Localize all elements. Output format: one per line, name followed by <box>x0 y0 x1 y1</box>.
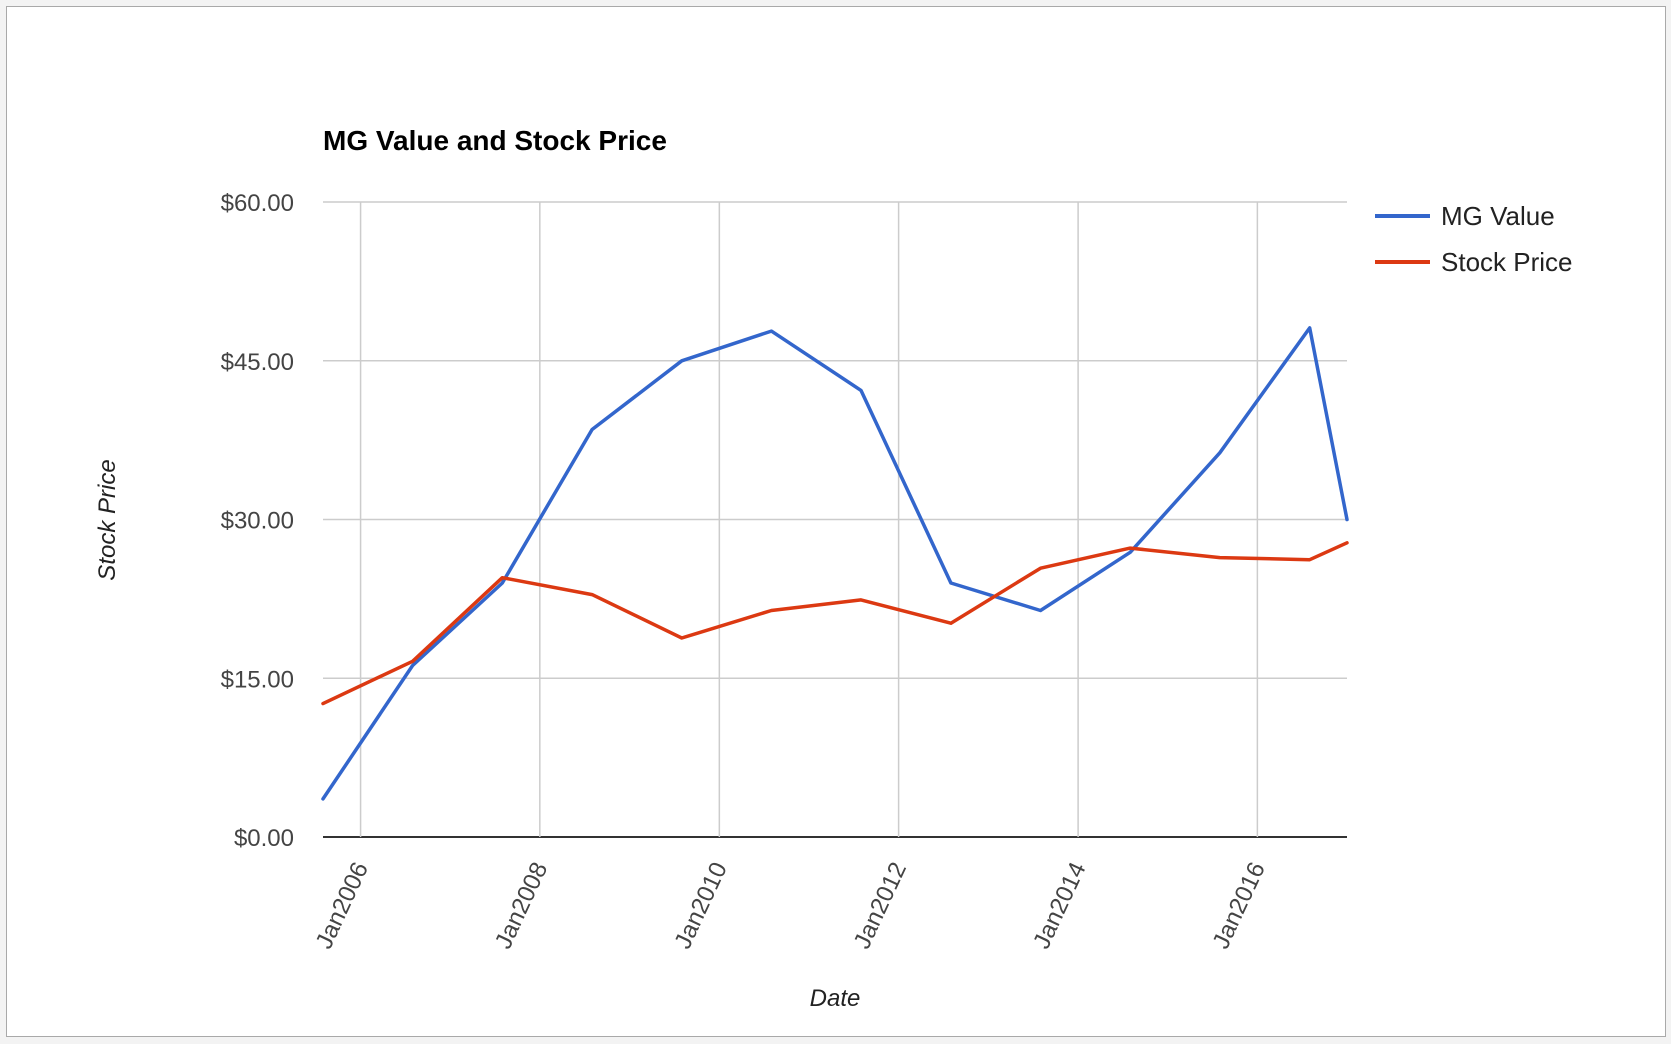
data-point[interactable] <box>859 598 863 602</box>
y-tick-label: $60.00 <box>221 190 294 217</box>
y-tick-label: $30.00 <box>221 508 294 535</box>
data-point[interactable] <box>949 581 953 585</box>
data-point[interactable] <box>411 659 415 663</box>
data-point[interactable] <box>859 388 863 392</box>
y-tick-label: $45.00 <box>221 349 294 376</box>
series-lines <box>321 326 1349 801</box>
data-point[interactable] <box>1218 556 1222 560</box>
data-point[interactable] <box>321 797 325 801</box>
data-point[interactable] <box>321 702 325 706</box>
x-tick-label: Jan2016 <box>1207 858 1270 953</box>
data-point[interactable] <box>769 329 773 333</box>
legend-label: MG Value <box>1441 201 1555 231</box>
y-axis-title: Stock Price <box>94 459 121 580</box>
y-axis-tick-labels: $0.00 $15.00 $30.00 $45.00 $60.00 <box>221 190 294 852</box>
y-tick-label: $0.00 <box>234 825 294 852</box>
data-point[interactable] <box>590 593 594 597</box>
data-point[interactable] <box>500 576 504 580</box>
series-line-mg-value[interactable] <box>321 326 1349 801</box>
legend: MG Value Stock Price <box>1375 201 1573 277</box>
x-axis-title: Date <box>810 985 861 1012</box>
data-point[interactable] <box>949 621 953 625</box>
data-point[interactable] <box>1308 326 1312 330</box>
data-point[interactable] <box>1128 550 1132 554</box>
data-point[interactable] <box>1039 566 1043 570</box>
series-line-stock-price[interactable] <box>321 541 1349 706</box>
data-point[interactable] <box>590 428 594 432</box>
x-axis-tick-labels: Jan2006 Jan2008 Jan2010 Jan2012 Jan2014 Jan20… <box>311 858 1271 953</box>
data-point[interactable] <box>1345 518 1349 522</box>
x-tick-label: Jan2008 <box>490 858 553 953</box>
x-tick-label: Jan2010 <box>669 858 732 953</box>
chart-title: MG Value and Stock Price <box>323 125 667 156</box>
data-point[interactable] <box>411 664 415 668</box>
data-point[interactable] <box>680 636 684 640</box>
x-tick-label: Jan2006 <box>311 858 374 953</box>
data-point[interactable] <box>1308 558 1312 562</box>
data-point[interactable] <box>1218 451 1222 455</box>
data-point[interactable] <box>1345 541 1349 545</box>
legend-label: Stock Price <box>1441 247 1573 277</box>
x-tick-label: Jan2014 <box>1028 858 1091 953</box>
data-point[interactable] <box>680 359 684 363</box>
y-tick-label: $15.00 <box>221 666 294 693</box>
grid-lines <box>323 201 1347 838</box>
data-point[interactable] <box>1039 609 1043 613</box>
data-point[interactable] <box>1128 546 1132 550</box>
data-point[interactable] <box>500 581 504 585</box>
x-tick-label: Jan2012 <box>849 858 912 953</box>
chart-card[interactable] <box>6 6 1666 1037</box>
data-point[interactable] <box>769 609 773 613</box>
